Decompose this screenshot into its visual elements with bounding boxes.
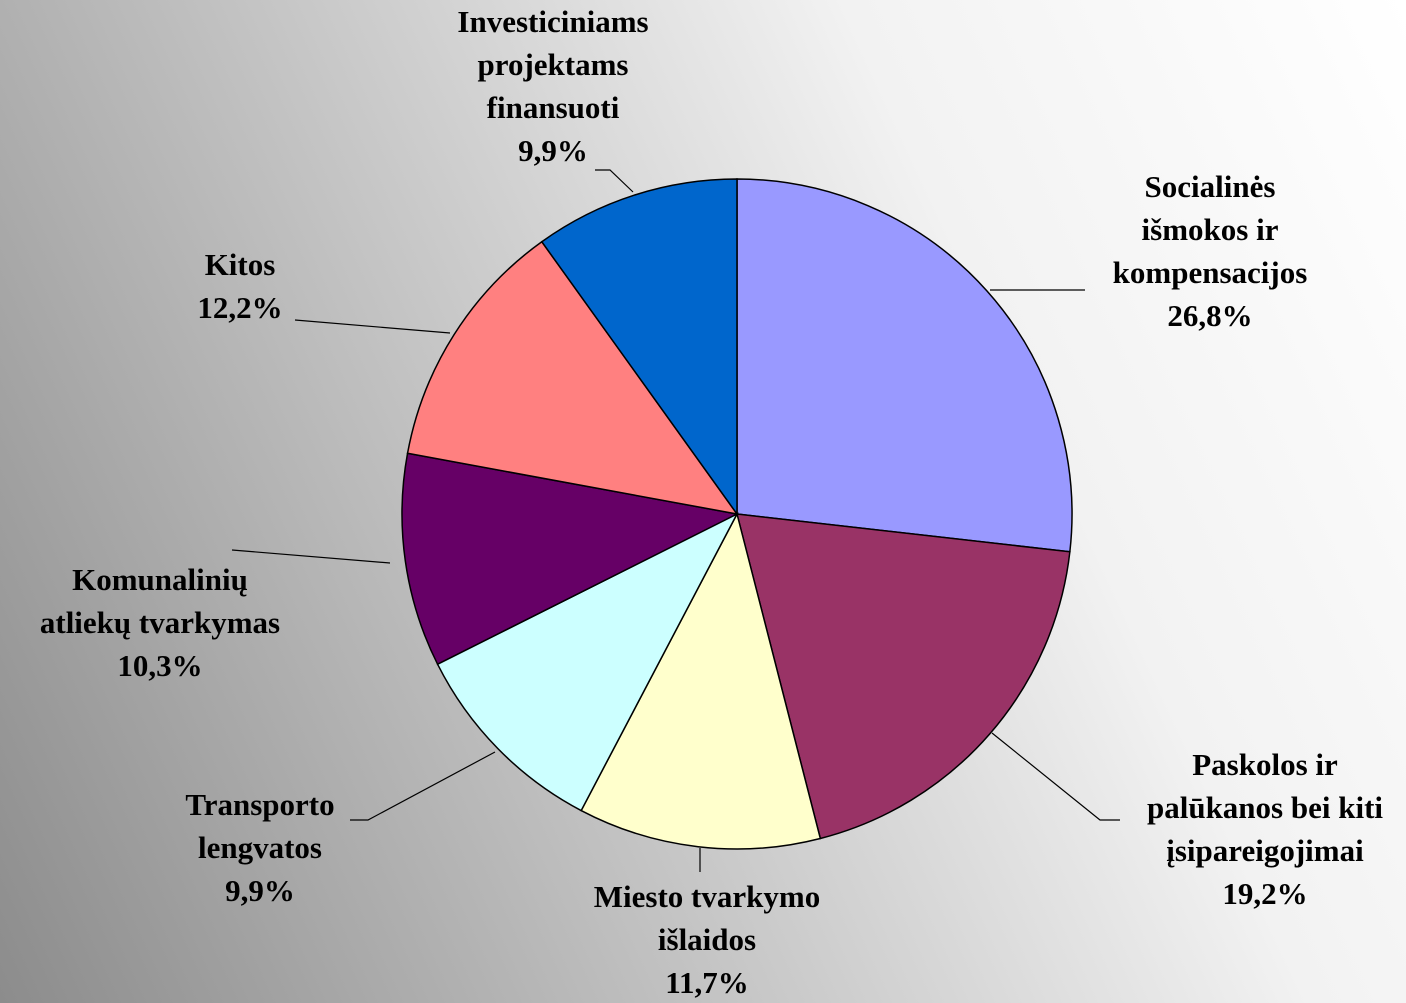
slice-label: išmokos ir bbox=[1142, 212, 1279, 247]
slice-label: Paskolos ir bbox=[1192, 747, 1338, 782]
slice-value-label: 12,2% bbox=[197, 290, 282, 325]
slice-value-label: 10,3% bbox=[117, 648, 202, 683]
slice-label: Miesto tvarkymo bbox=[594, 879, 820, 914]
leader-line bbox=[294, 319, 451, 334]
leader-line bbox=[231, 549, 391, 564]
slice-value-label: 9,9% bbox=[518, 133, 588, 168]
slice-label: atliekų tvarkymas bbox=[40, 605, 280, 640]
pie-slice bbox=[736, 178, 1073, 553]
pie-slice bbox=[580, 511, 822, 850]
slice-label: palūkanos bei kiti bbox=[1147, 790, 1383, 825]
pie-slice bbox=[540, 178, 738, 517]
slice-label: Investiciniams bbox=[457, 4, 648, 39]
slice-label: Transporto bbox=[185, 787, 334, 822]
slice-label: projektams bbox=[478, 47, 629, 82]
pie-slice bbox=[736, 513, 1071, 840]
slice-label: Komunalinių bbox=[72, 562, 248, 597]
pie-slice bbox=[436, 512, 739, 812]
slice-label: lengvatos bbox=[198, 830, 322, 865]
leader-line bbox=[991, 732, 1120, 821]
slice-label: finansuoti bbox=[487, 90, 620, 125]
slice-value-label: 26,8% bbox=[1167, 298, 1252, 333]
leader-line bbox=[350, 751, 496, 821]
slice-value-label: 9,9% bbox=[225, 873, 295, 908]
slice-value-label: 11,7% bbox=[665, 965, 749, 1000]
leader-line bbox=[595, 169, 634, 193]
slice-label: Socialinės bbox=[1145, 169, 1276, 204]
slice-value-label: 19,2% bbox=[1222, 876, 1307, 911]
slice-label: išlaidos bbox=[658, 922, 756, 957]
slice-label: įsipareigojimai bbox=[1166, 833, 1364, 868]
pie-slice bbox=[401, 452, 740, 666]
slice-label: kompensacijos bbox=[1113, 255, 1308, 290]
slice-label: Kitos bbox=[205, 247, 276, 282]
pie-slice bbox=[406, 240, 739, 516]
